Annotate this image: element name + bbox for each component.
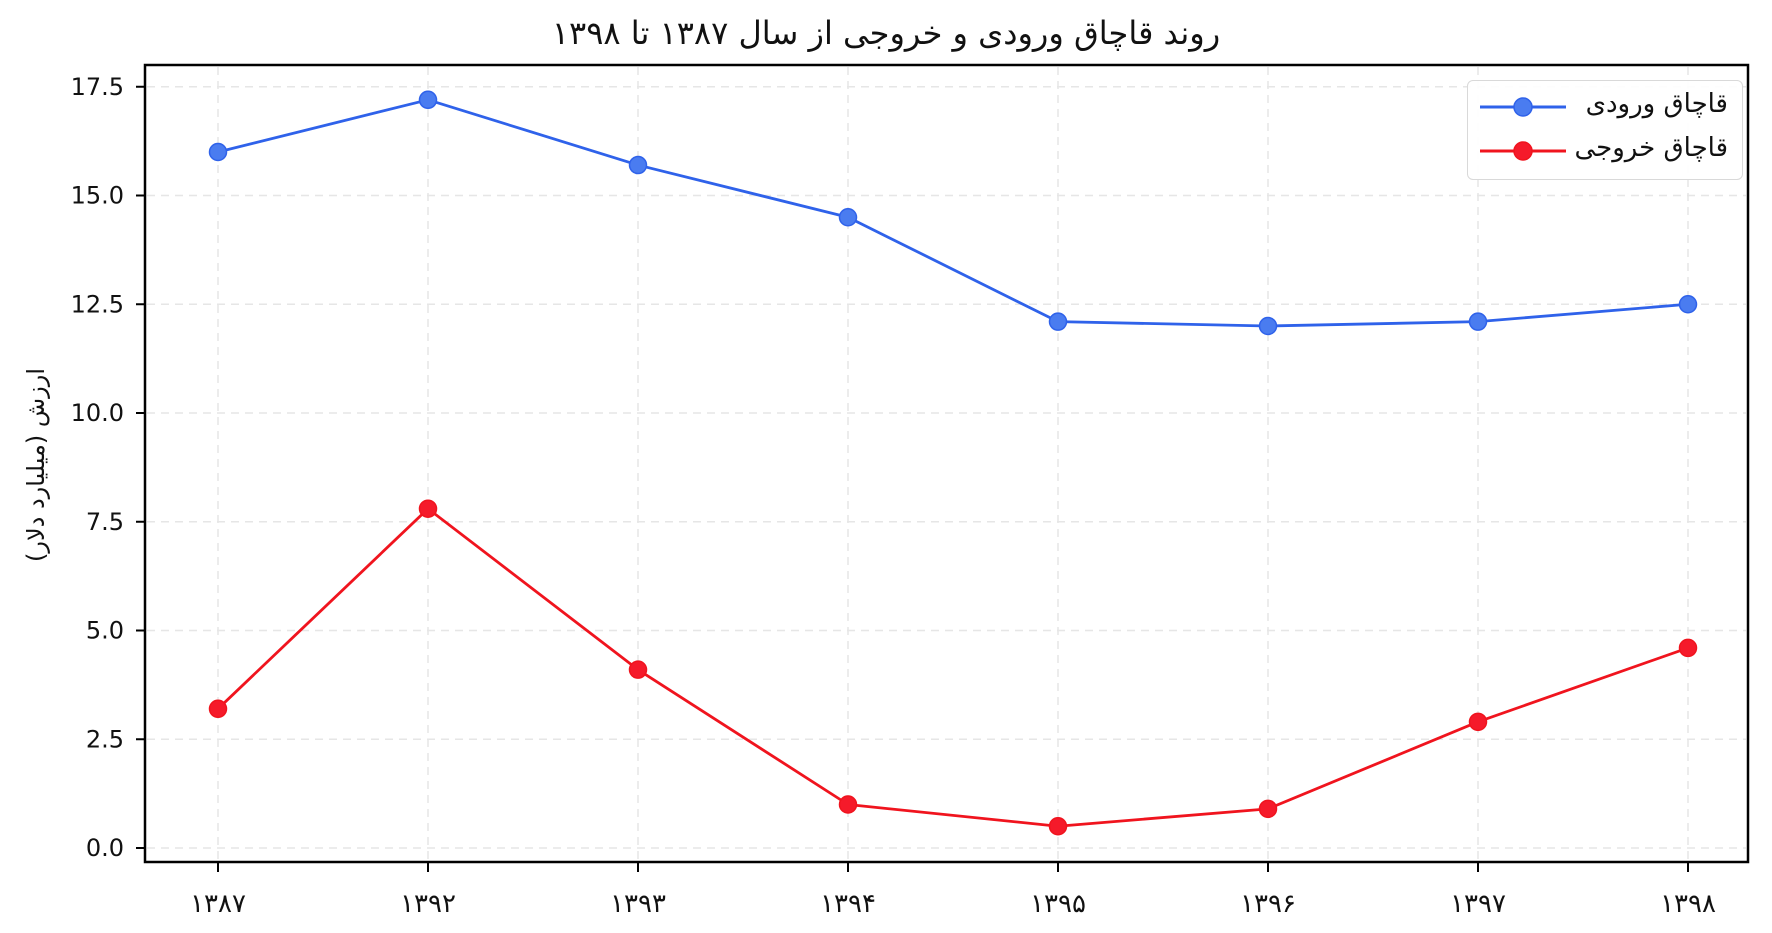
data-point-marker: [1048, 312, 1068, 331]
y-tick-label: 12.5: [71, 290, 124, 318]
y-tick-label: 5.0: [86, 617, 124, 645]
chart-title: روند قاچاق ورودی و خروجی از سال ۱۳۸۷ تا …: [551, 14, 1221, 52]
x-tick-label: ۱۳۹۸: [1660, 889, 1716, 919]
series-layer: [208, 90, 1698, 836]
data-point-marker: [1468, 712, 1488, 732]
x-tick-label: ۱۳۹۶: [1240, 889, 1296, 919]
data-point-marker: [418, 90, 438, 110]
legend-label-inbound: قاچاق ورودی: [1585, 89, 1728, 119]
series-inbound: [208, 90, 1698, 336]
x-tick-label: ۱۳۹۴: [820, 889, 876, 919]
data-point-marker: [628, 155, 648, 175]
x-axis: ۱۳۸۷ ۱۳۹۲ ۱۳۹۳ ۱۳۹۴ ۱۳۹۵ ۱۳۹۶ ۱۳۹۷ ۱۳۹۸: [190, 862, 1716, 919]
data-point-marker: [1258, 799, 1278, 819]
data-point-marker: [1048, 817, 1068, 836]
axes-frame: [143, 63, 1750, 864]
legend-marker-outbound-icon: [1480, 141, 1566, 161]
series-line: [217, 507, 1689, 828]
data-point-marker: [628, 660, 648, 679]
data-point-marker: [1678, 638, 1698, 658]
series-line: [217, 98, 1689, 328]
y-tick-label: 2.5: [86, 725, 124, 753]
legend-item-outbound: قاچاق خروجی: [1468, 131, 1742, 171]
data-point-marker: [1468, 312, 1488, 331]
y-axis: 0.0 2.5 5.0 7.5 10.0 12.5 15.0 17.5: [71, 73, 145, 862]
grid-lines: [147, 67, 1746, 860]
y-tick-label: 17.5: [71, 73, 124, 101]
legend-marker-inbound-icon: [1480, 97, 1566, 117]
data-point-marker: [418, 499, 438, 518]
y-tick-label: 15.0: [71, 182, 124, 210]
legend-item-inbound: قاچاق ورودی: [1468, 87, 1742, 127]
y-tick-label: 0.0: [86, 834, 124, 862]
x-tick-label: ۱۳۹۲: [400, 889, 456, 919]
data-point-marker: [1678, 295, 1698, 314]
x-tick-label: ۱۳۹۳: [610, 889, 666, 919]
data-point-marker: [208, 699, 228, 719]
x-tick-label: ۱۳۸۷: [190, 889, 246, 919]
x-tick-label: ۱۳۹۵: [1030, 889, 1086, 919]
legend: قاچاق ورودی قاچاق خروجی: [1467, 80, 1743, 180]
data-point-marker: [1258, 316, 1278, 336]
y-tick-label: 10.0: [71, 399, 124, 427]
legend-label-outbound: قاچاق خروجی: [1574, 133, 1729, 163]
data-point-marker: [838, 208, 858, 227]
data-point-marker: [838, 795, 858, 814]
x-tick-label: ۱۳۹۷: [1450, 889, 1506, 919]
data-point-marker: [208, 142, 228, 162]
series-outbound: [208, 499, 1698, 836]
y-tick-label: 7.5: [86, 508, 124, 536]
